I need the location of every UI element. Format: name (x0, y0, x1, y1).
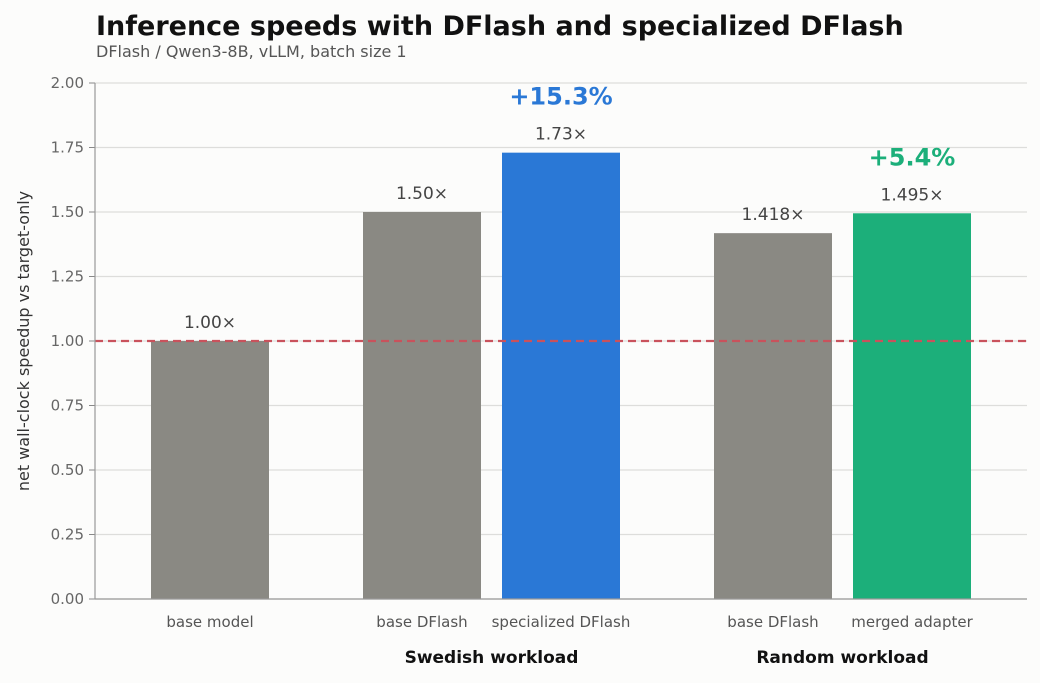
y-tick-label: 1.00 (51, 332, 84, 350)
y-tick-label: 1.50 (51, 203, 84, 221)
y-tick-label: 2.00 (51, 74, 84, 92)
bars (151, 152, 971, 600)
bar-value-label: 1.00× (184, 313, 236, 333)
bar (151, 341, 269, 599)
y-tick-label: 0.75 (51, 397, 84, 415)
chart-title: Inference speeds with DFlash and special… (96, 11, 904, 42)
bar-value-label: 1.73× (535, 125, 587, 145)
gain-annotation: +15.3% (509, 83, 612, 111)
y-tick-label: 0.00 (51, 590, 84, 608)
axes (89, 82, 1027, 600)
x-tick-label: base DFlash (727, 613, 818, 631)
y-tick-label: 1.75 (51, 139, 84, 157)
x-tick-label: base DFlash (376, 613, 467, 631)
bar (363, 212, 481, 599)
y-tick-label: 1.25 (51, 268, 84, 286)
chart-subtitle: DFlash / Qwen3-8B, vLLM, batch size 1 (96, 42, 407, 61)
labels: 0.00 0.25 0.50 0.75 1.00 1.25 1.50 1.75 2.00 1.00… (51, 74, 974, 668)
gain-annotation: +5.4% (869, 143, 956, 171)
group-label: Random workload (756, 648, 928, 668)
bar (853, 213, 971, 600)
bar-value-label: 1.50× (396, 184, 448, 204)
bar-value-label: 1.418× (742, 205, 805, 225)
y-tick-label: 0.25 (51, 526, 84, 544)
x-tick-label: merged adapter (851, 613, 973, 631)
x-tick-label: base model (166, 613, 253, 631)
x-tick-label: specialized DFlash (492, 613, 631, 631)
bar-value-label: 1.495× (881, 185, 944, 205)
y-tick-label: 0.50 (51, 461, 84, 479)
bar (714, 233, 832, 599)
group-label: Swedish workload (405, 648, 579, 668)
bar (502, 152, 620, 599)
y-axis-label: net wall-clock speedup vs target-only (14, 191, 33, 491)
